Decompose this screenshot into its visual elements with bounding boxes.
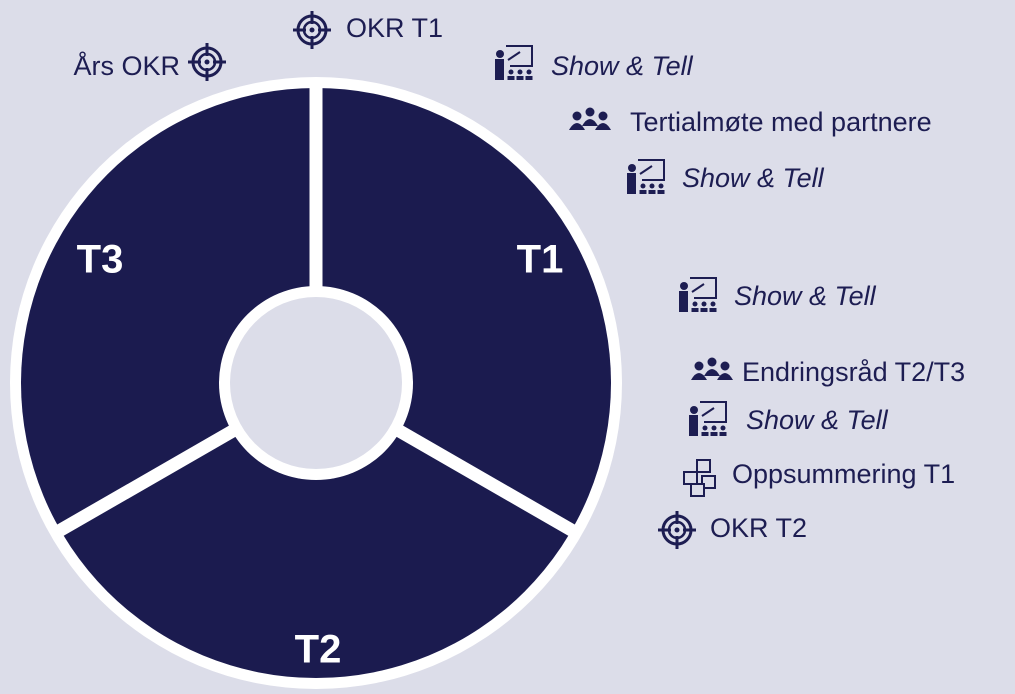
icon-part (674, 527, 680, 533)
event: OKR T2 (658, 511, 807, 549)
icon-part (569, 123, 585, 130)
icon-part (638, 159, 665, 181)
icon-part (683, 471, 698, 485)
segment-label: T3 (77, 238, 124, 282)
icon-part (525, 76, 533, 80)
event-icon (679, 277, 717, 312)
event: OKR T1 (293, 11, 443, 49)
event-label: Års OKR (73, 50, 180, 81)
icon-part (704, 369, 720, 376)
icon-part (711, 425, 717, 431)
icon-part (701, 407, 715, 417)
icon-part (696, 459, 711, 473)
icon-part (572, 111, 582, 121)
icon-part (680, 282, 688, 290)
event-icon (293, 11, 331, 49)
icon-part (689, 415, 698, 436)
icon-part (517, 69, 523, 75)
icon-part (690, 277, 717, 299)
event-icon (691, 357, 733, 380)
event-icon (683, 459, 716, 497)
icon-part (204, 59, 210, 65)
event-label: Show & Tell (734, 281, 877, 311)
icon-part (694, 361, 704, 371)
event-icon (689, 401, 727, 436)
icon-part (598, 111, 608, 121)
event: Oppsummering T1 (683, 459, 955, 497)
icon-part (495, 59, 504, 80)
event: Tertialmøte med partnere (569, 107, 932, 137)
icon-part (719, 432, 727, 436)
icon-part (595, 123, 611, 130)
icon-part (585, 107, 595, 117)
icon-part (710, 301, 716, 307)
icon-part (582, 119, 598, 126)
icon-part (700, 401, 727, 423)
icon-part (701, 301, 707, 307)
icon-part (628, 164, 636, 172)
hub (230, 297, 402, 469)
event-label: Show & Tell (682, 163, 825, 193)
icon-part (640, 183, 646, 189)
icon-part (309, 27, 315, 33)
icon-part (508, 69, 514, 75)
icon-part (639, 165, 653, 175)
event-icon (188, 43, 226, 81)
event-label: OKR T2 (710, 513, 807, 543)
event: Show & Tell (627, 159, 825, 194)
icon-part (507, 51, 521, 61)
icon-part (692, 301, 698, 307)
icon-part (710, 432, 718, 436)
icon-part (649, 183, 655, 189)
icon-part (701, 475, 716, 489)
icon-part (516, 76, 524, 80)
icon-part (690, 483, 705, 497)
event: Endringsråd T2/T3 (691, 357, 965, 387)
event-label: Oppsummering T1 (732, 459, 955, 489)
icon-part (700, 308, 708, 312)
event: Show & Tell (495, 45, 694, 81)
icon-part (507, 76, 515, 80)
event-icon (495, 45, 533, 80)
icon-part (709, 308, 717, 312)
segment-label: T1 (517, 238, 564, 282)
icon-part (293, 11, 331, 49)
event-icon (569, 107, 611, 130)
event: Show & Tell (679, 277, 877, 312)
icon-part (691, 373, 707, 380)
event-icon (658, 511, 696, 549)
icon-part (720, 425, 726, 431)
icon-part (691, 283, 705, 293)
icon-part (657, 190, 665, 194)
icon-part (506, 45, 533, 67)
cycle-wheel (10, 77, 622, 689)
icon-part (720, 361, 730, 371)
event: Show & Tell (689, 401, 889, 436)
icon-part (691, 308, 699, 312)
icon-part (648, 190, 656, 194)
icon-part (717, 373, 733, 380)
icon-part (496, 50, 504, 58)
event-icon (627, 159, 665, 194)
event-label: Endringsråd T2/T3 (742, 357, 965, 387)
event-label: OKR T1 (346, 13, 443, 43)
icon-part (707, 357, 717, 367)
icon-part (701, 432, 709, 436)
icon-part (188, 43, 226, 81)
icon-part (702, 425, 708, 431)
icon-part (690, 406, 698, 414)
icon-part (658, 511, 696, 549)
icon-part (639, 190, 647, 194)
event: Års OKR (73, 43, 226, 81)
event-label: Show & Tell (551, 51, 694, 81)
event-label: Tertialmøte med partnere (630, 107, 932, 137)
event-label: Show & Tell (746, 405, 889, 435)
icon-part (627, 173, 636, 194)
icon-part (679, 291, 688, 312)
icon-part (658, 183, 664, 189)
icon-part (526, 69, 532, 75)
segment-label: T2 (295, 628, 342, 672)
